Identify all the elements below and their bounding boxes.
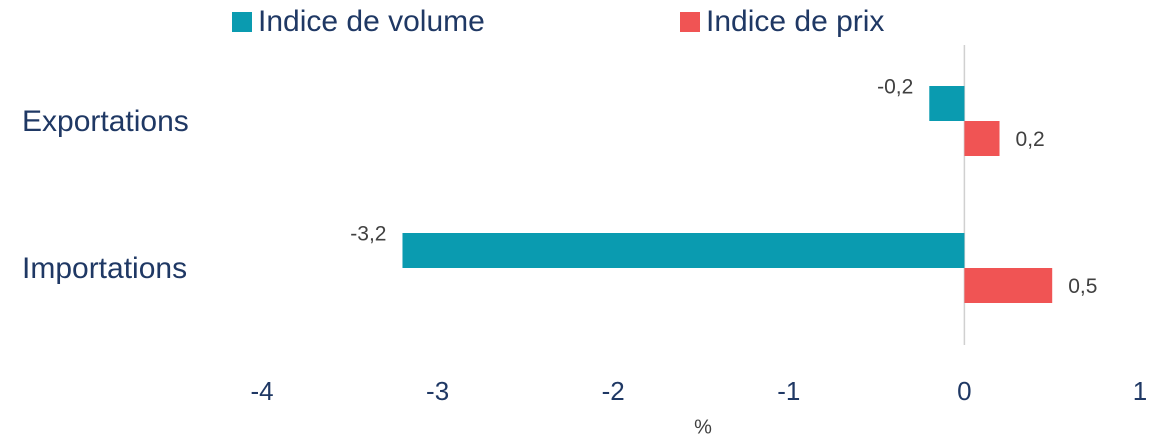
value-label: 0,5: [1068, 275, 1097, 298]
legend-label: Indice de volume: [258, 5, 485, 38]
x-tick-label: -2: [602, 376, 625, 406]
bar: [929, 86, 965, 121]
x-tick-label: 0: [957, 376, 971, 406]
x-tick-label: -3: [426, 376, 449, 406]
x-axis-label: %: [694, 416, 712, 438]
value-label: -0,2: [877, 76, 913, 99]
category-label: Exportations: [22, 105, 189, 138]
value-label: 0,2: [1016, 128, 1045, 151]
x-tick-label: -1: [777, 376, 800, 406]
bar: [964, 268, 1053, 303]
bar: [402, 233, 965, 268]
legend-label: Indice de prix: [706, 5, 884, 38]
category-label: Importations: [22, 252, 187, 285]
legend-swatch: [232, 12, 252, 32]
x-tick-label: 1: [1133, 376, 1147, 406]
legend-swatch: [680, 12, 700, 32]
value-label: -3,2: [350, 223, 386, 246]
bar: [964, 121, 1000, 156]
x-tick-label: -4: [250, 376, 273, 406]
